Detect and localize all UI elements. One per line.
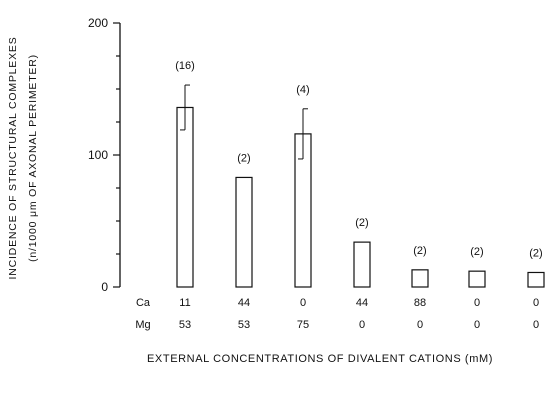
bar xyxy=(527,271,545,288)
y-tick-label: 100 xyxy=(88,148,108,162)
bars: (16) (2) (4) (2) (2) (2) (2) xyxy=(175,60,545,288)
n-label: (2) xyxy=(237,152,250,164)
bar xyxy=(468,270,486,288)
n-label: (2) xyxy=(355,217,368,229)
n-label: (2) xyxy=(529,247,542,259)
y-tick-label: 200 xyxy=(88,16,108,30)
row-label-mg: Mg xyxy=(135,319,150,331)
row-label-ca: Ca xyxy=(136,297,151,309)
bar xyxy=(176,106,194,288)
ca-value-label: 11 xyxy=(179,297,190,309)
x-axis-title: EXTERNAL CONCENTRATIONS OF DIVALENT CATI… xyxy=(147,353,493,365)
mg-value-label: 0 xyxy=(417,319,423,331)
ca-value-label: 0 xyxy=(533,297,539,309)
ca-value-label: 44 xyxy=(238,297,250,309)
ca-value-label: 0 xyxy=(474,297,480,309)
y-axis-title-line1: INCIDENCE OF STRUCTURAL COMPLEXES xyxy=(7,36,19,279)
mg-value-label: 0 xyxy=(359,319,365,331)
n-label: (16) xyxy=(175,60,195,72)
mg-value-label: 75 xyxy=(297,319,309,331)
n-label: (2) xyxy=(470,246,483,258)
ca-value-label: 0 xyxy=(300,297,306,309)
mg-value-label: 0 xyxy=(474,319,480,331)
n-label: (4) xyxy=(296,84,309,96)
n-label: (2) xyxy=(413,245,426,257)
mg-value-label: 53 xyxy=(238,319,250,331)
bar xyxy=(353,241,371,288)
ca-value-label: 88 xyxy=(414,297,426,309)
bar xyxy=(411,269,429,288)
ca-value-label: 44 xyxy=(356,297,368,309)
y-ticks: 0 100 200 xyxy=(88,16,120,294)
mg-value-label: 53 xyxy=(179,319,191,331)
category-labels: Ca Mg 11 53 44 53 0 75 44 0 88 0 0 0 0 0 xyxy=(135,297,539,331)
y-axis-title-line2: (n/1000 μm OF AXONAL PERIMETER) xyxy=(27,54,39,262)
y-tick-label: 0 xyxy=(101,280,108,294)
mg-value-label: 0 xyxy=(533,319,539,331)
bar xyxy=(235,176,253,288)
